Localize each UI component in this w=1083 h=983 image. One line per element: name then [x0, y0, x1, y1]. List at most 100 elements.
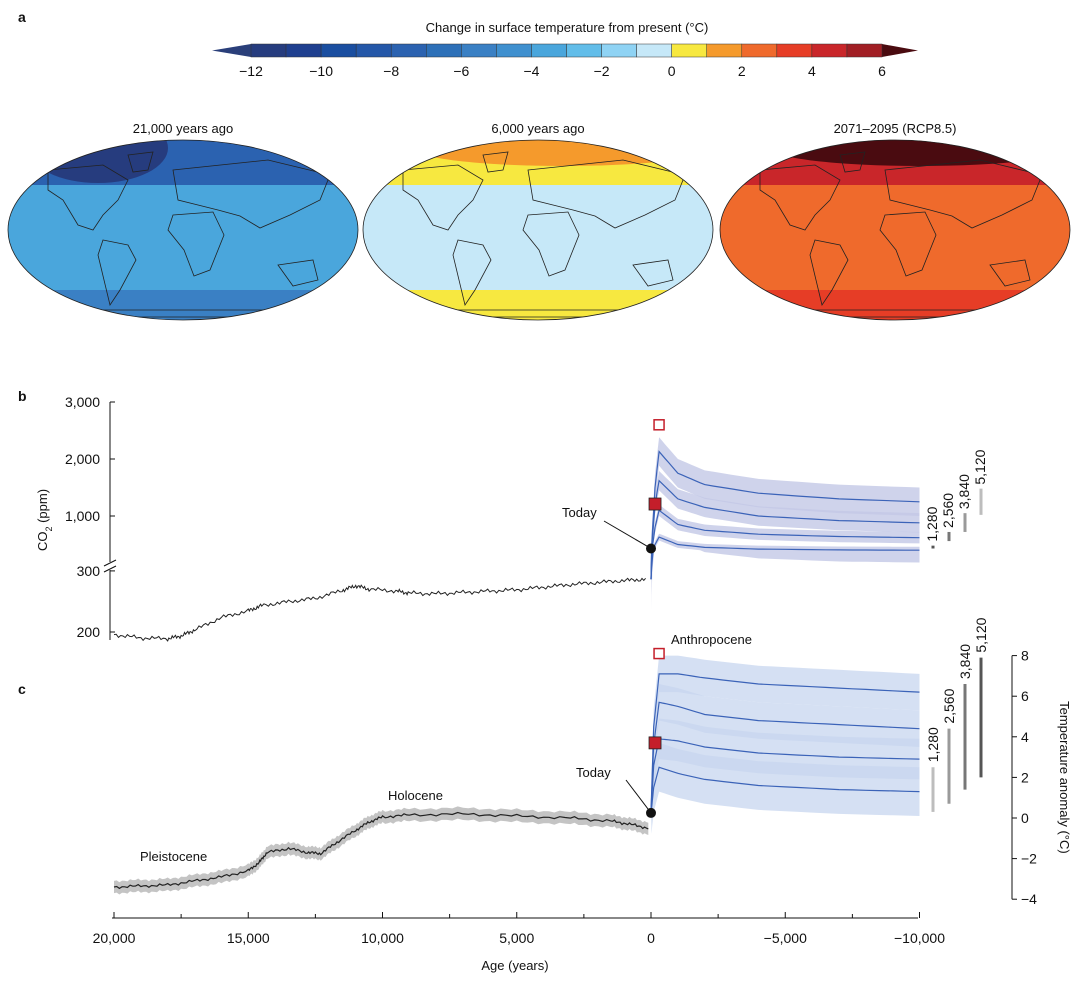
today-pointer: [625, 779, 652, 814]
y-tick-label: 0: [1021, 810, 1029, 826]
y-axis-label: CO2 (ppm): [35, 489, 54, 551]
co2-paleo-line: [113, 577, 646, 642]
temp-paleo-line: [113, 811, 649, 890]
colorbar-segment: [426, 43, 462, 58]
today-label: Today: [562, 505, 597, 520]
colorbar-segment: [355, 43, 392, 58]
panel-label-a: a: [18, 9, 26, 25]
map-border: [7, 139, 359, 321]
maps: 21,000 years ago 6,000 years ago 2071–2095…: [7, 121, 1071, 321]
y-tick-label: 1,000: [65, 508, 100, 524]
map-arctic: [770, 140, 1070, 166]
colorbar: Change in surface temperature from prese…: [212, 20, 918, 79]
colorbar-tick-label: −2: [594, 63, 610, 79]
colorbar-segment: [566, 43, 602, 58]
today-dot: [646, 807, 656, 818]
y-label-sub: 2: [44, 527, 54, 532]
y-tick-label: 4: [1021, 729, 1029, 745]
co2-uncertainty-band: [651, 471, 920, 591]
colorbar-tick-label: −10: [309, 63, 333, 79]
pleistocene-label: Pleistocene: [140, 849, 207, 864]
open-square-marker: [653, 419, 665, 431]
co2-chart: 3,000 2,000 1,000 300 200 CO2 (ppm) 5,1203,840…: [35, 394, 988, 642]
colorbar-segment: [776, 43, 813, 58]
today-label: Today: [576, 765, 611, 780]
y-tick-label: 300: [77, 563, 101, 579]
y-tick-label: 6: [1021, 688, 1029, 704]
colorbar-tick-label: 4: [808, 63, 816, 79]
map-title: 6,000 years ago: [491, 121, 584, 136]
colorbar-segment: [846, 43, 883, 58]
colorbar-tick-label: −12: [239, 63, 263, 79]
co2-range-label: 3,840: [956, 474, 972, 509]
temp-uncertainty-band: [651, 655, 920, 818]
colorbar-tick-label: 0: [668, 63, 676, 79]
colorbar-segment: [285, 43, 322, 58]
filled-square-marker: [648, 497, 662, 511]
colorbar-segment: [496, 43, 532, 58]
temp-range-label: 5,120: [973, 617, 989, 652]
map-border: [362, 139, 714, 321]
y-tick-label: −2: [1021, 851, 1037, 867]
colorbar-segment: [461, 43, 497, 58]
anthropocene-label: Anthropocene: [671, 632, 752, 647]
y-label-main: CO: [35, 532, 50, 552]
panel-label-b: b: [18, 388, 27, 404]
co2-series-line: [650, 536, 920, 580]
temp-paleo-band: [114, 806, 649, 895]
x-tick-label: 20,000: [93, 930, 136, 946]
y-tick-label: 8: [1021, 648, 1029, 664]
colorbar-low-extend: [212, 44, 251, 57]
co2-range-label: 5,120: [972, 449, 988, 484]
co2-uncertainty-band: [651, 533, 920, 595]
x-tick-label: 5,000: [499, 930, 534, 946]
filled-square-marker: [648, 736, 662, 750]
colorbar-tick-label: 6: [878, 63, 886, 79]
x-tick-label: 15,000: [227, 930, 270, 946]
today-pointer: [603, 520, 652, 549]
map-title: 21,000 years ago: [133, 121, 233, 136]
map-north-band: [8, 140, 358, 185]
colorbar-segment: [320, 43, 357, 58]
colorbar-segment: [811, 43, 848, 58]
map-fill: [8, 140, 358, 320]
colorbar-segment: [706, 43, 743, 58]
open-square-marker: [653, 647, 665, 660]
map-border: [719, 139, 1071, 321]
today-dot: [646, 543, 656, 554]
colorbar-segment: [741, 43, 778, 58]
colorbar-segment: [601, 43, 637, 58]
x-tick-label: 0: [647, 930, 655, 946]
y-tick-label: 3,000: [65, 394, 100, 410]
temp-uncertainty-band: [651, 742, 920, 834]
co2-series-line: [650, 450, 920, 580]
panel-label-c: c: [18, 681, 26, 697]
y-tick-label: 2,000: [65, 451, 100, 467]
y-tick-label: −4: [1021, 891, 1037, 907]
axis-break-icon: [103, 559, 117, 573]
map-title: 2071–2095 (RCP8.5): [834, 121, 957, 136]
y-tick-label: 2: [1021, 769, 1029, 785]
colorbar-segment: [390, 43, 427, 58]
x-tick-label: −5,000: [764, 930, 807, 946]
map-3: 2071–2095 (RCP8.5): [719, 121, 1071, 321]
colorbar-tick-label: −8: [383, 63, 399, 79]
co2-range-label: 1,280: [924, 506, 940, 541]
co2-series-line: [650, 509, 920, 580]
temp-range-label: 1,280: [925, 727, 941, 762]
map-fill: [720, 140, 1070, 320]
colorbar-tick-label: −4: [523, 63, 539, 79]
x-tick-label: 10,000: [361, 930, 404, 946]
temp-series-line: [650, 738, 920, 814]
colorbar-segment: [250, 43, 287, 58]
colorbar-tick-label: 2: [738, 63, 746, 79]
y-tick-label: 200: [77, 624, 101, 640]
colorbar-segment: [671, 43, 707, 58]
temp-series-line: [650, 673, 920, 814]
holocene-label: Holocene: [388, 788, 443, 803]
map-1: 21,000 years ago: [7, 121, 359, 321]
colorbar-tick-label: −6: [453, 63, 469, 79]
temp-series-line: [650, 766, 920, 814]
y-axis-label: Temperature anomaly (°C): [1057, 701, 1072, 854]
